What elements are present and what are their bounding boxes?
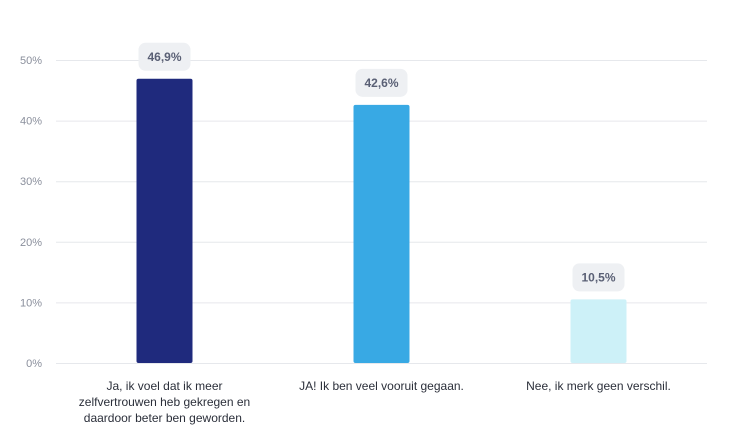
- x-tick-label: daardoor beter ben geworden.: [84, 411, 245, 425]
- value-badge: [138, 42, 191, 71]
- bar: [353, 104, 410, 364]
- data-label: 42,6%: [364, 76, 398, 90]
- x-tick-label: Ja, ik voel dat ik meer: [106, 379, 222, 393]
- y-axis-ticks: 0% 10% 20% 30% 40% 50%: [20, 55, 42, 370]
- y-tick-label: 10%: [20, 297, 42, 309]
- bars: [136, 78, 627, 364]
- y-tick-label: 40%: [20, 116, 42, 128]
- x-tick-label: zelfvertrouwen heb gekregen en: [79, 395, 250, 409]
- category-labels: Ja, ik voel dat ik meer zelfvertrouwen he…: [79, 379, 671, 425]
- y-tick-label: 30%: [20, 176, 42, 188]
- data-label: 46,9%: [147, 50, 181, 64]
- x-tick-label: Nee, ik merk geen verschil.: [526, 379, 671, 393]
- y-tick-label: 50%: [20, 55, 42, 67]
- value-labels: 46,9% 42,6% 10,5%: [138, 42, 625, 292]
- x-tick-label: JA! Ik ben veel vooruit gegaan.: [299, 379, 464, 393]
- y-tick-label: 0%: [26, 358, 42, 370]
- bar: [570, 299, 627, 363]
- value-badge: [355, 68, 408, 97]
- value-badge: [572, 263, 625, 292]
- data-label: 10,5%: [581, 270, 615, 284]
- bar: [136, 78, 193, 363]
- y-tick-label: 20%: [20, 237, 42, 249]
